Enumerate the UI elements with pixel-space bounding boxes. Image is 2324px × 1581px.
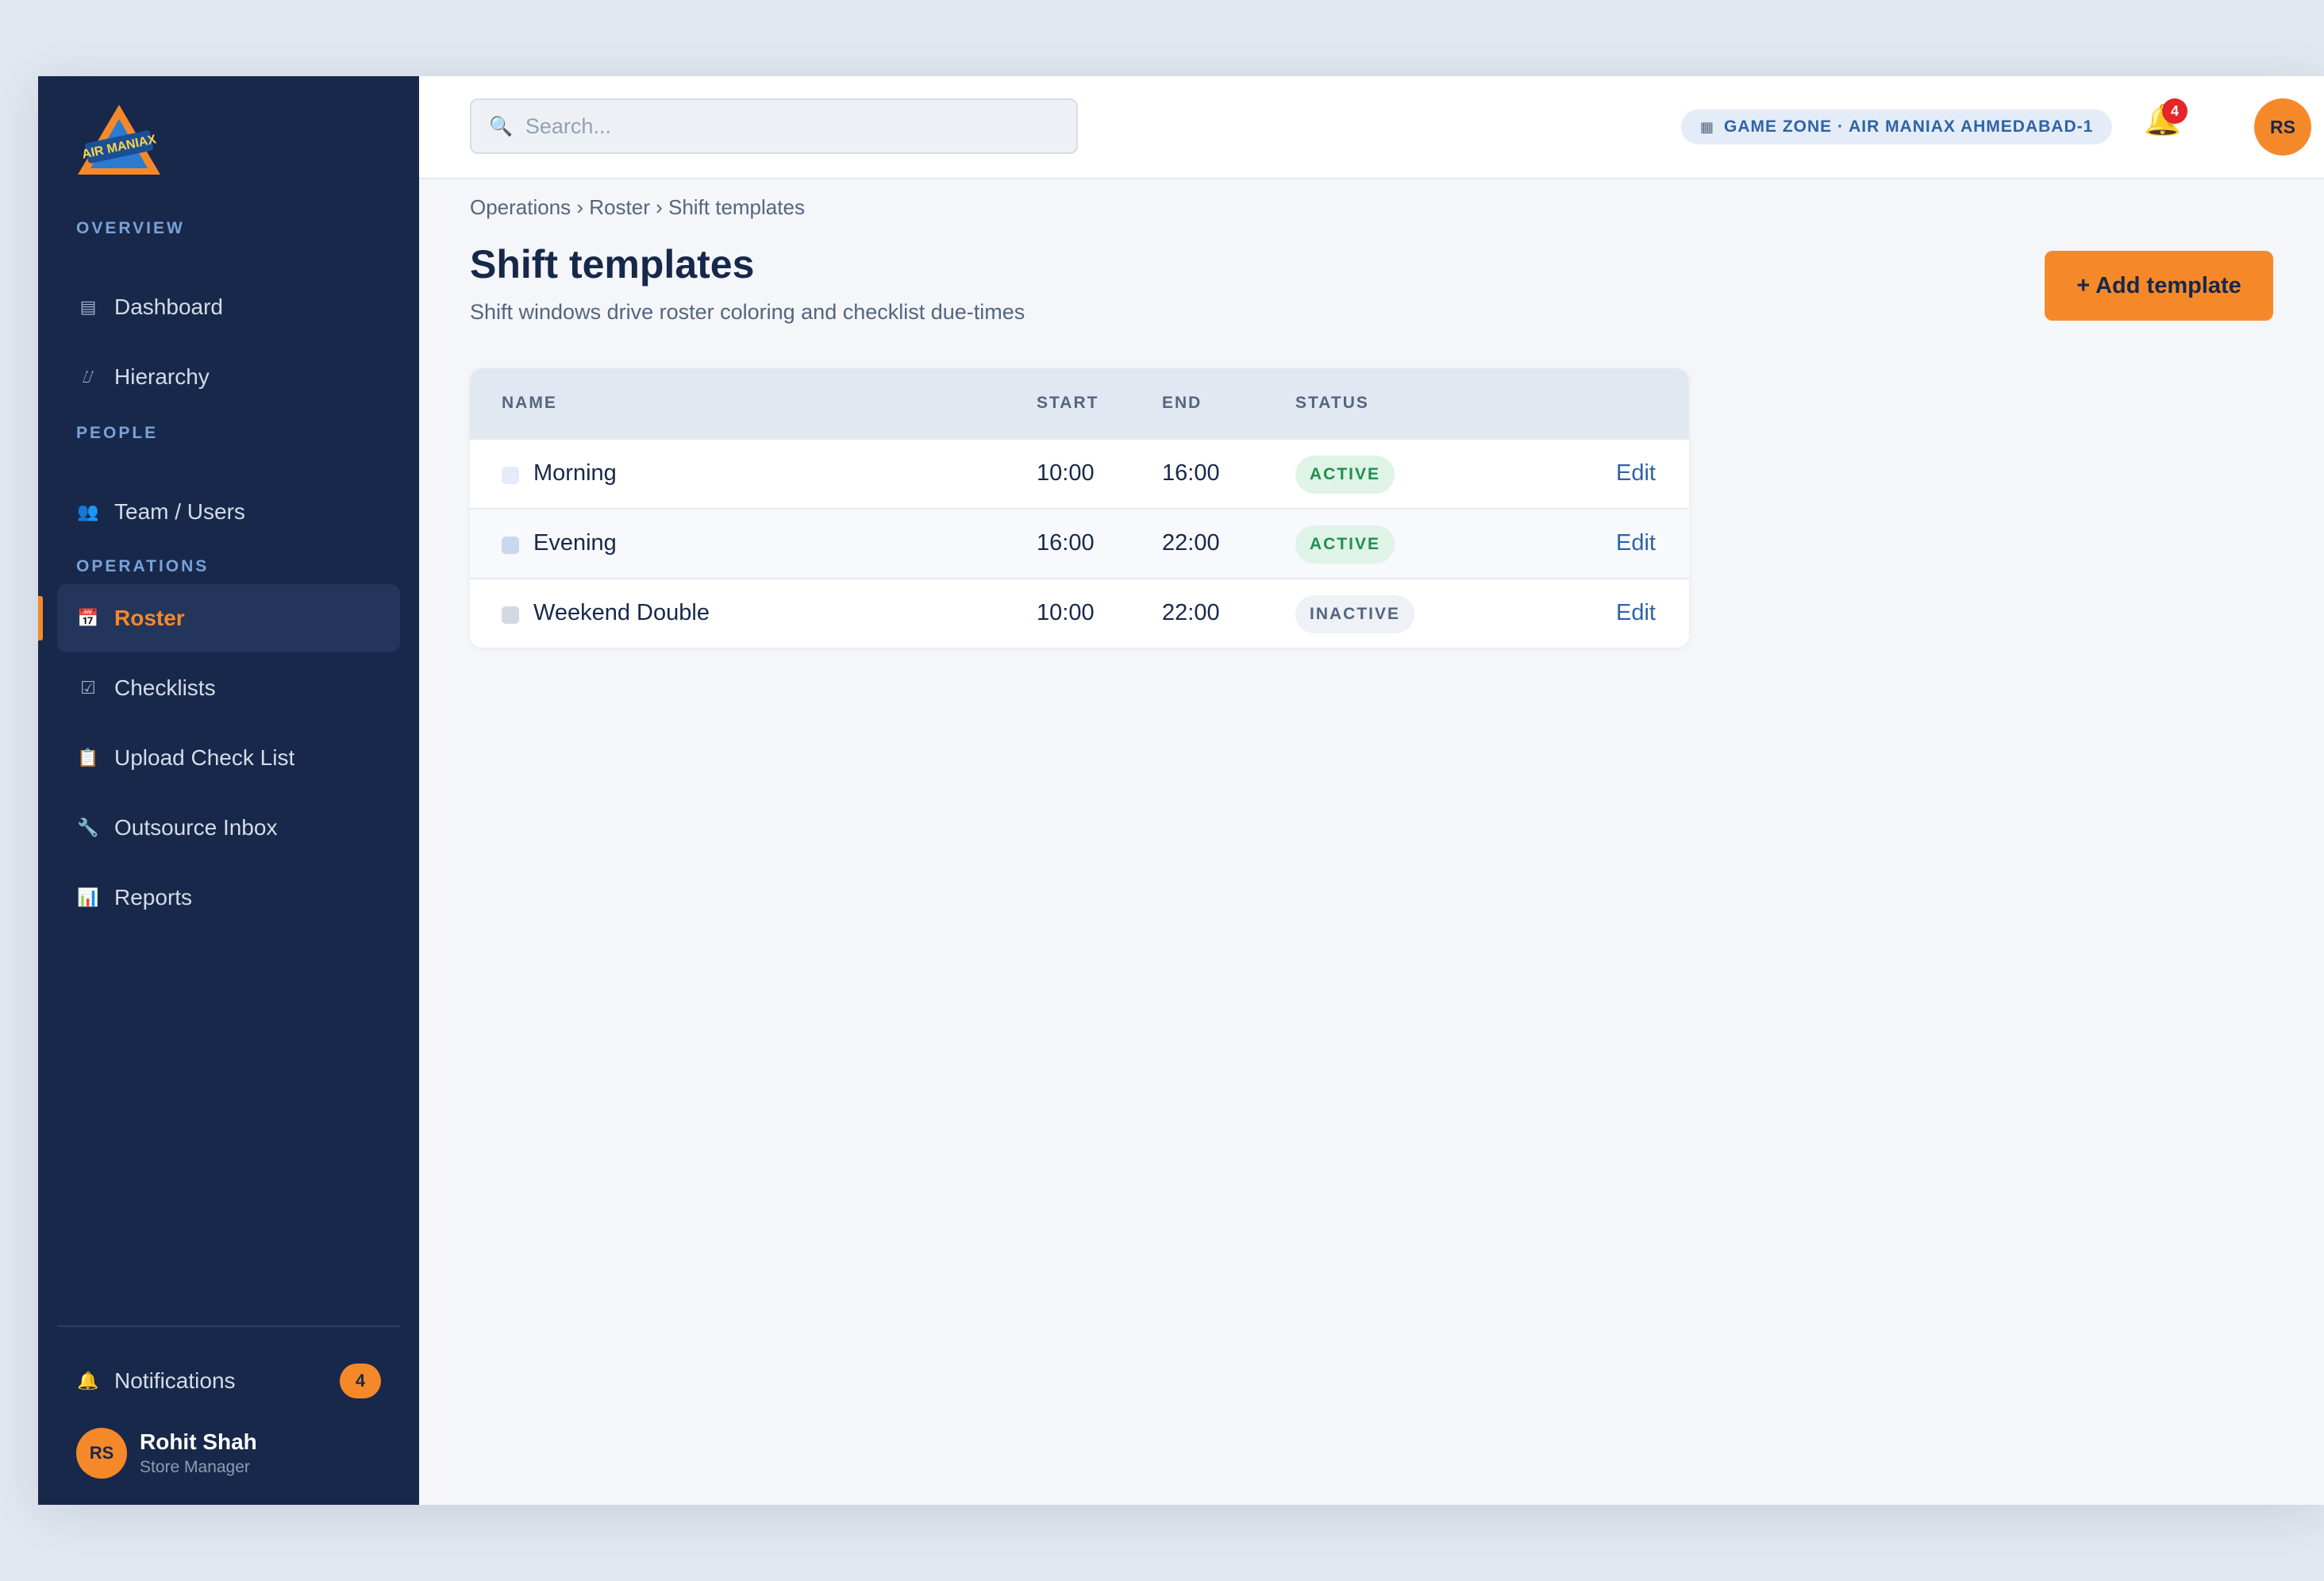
shift-color-swatch (502, 537, 519, 554)
shift-end: 22:00 (1162, 600, 1220, 625)
search-icon: 🔍 (489, 115, 513, 137)
column-header-start[interactable]: START (1037, 394, 1099, 412)
bar-chart-icon: 📊 (77, 887, 99, 907)
sidebar-item-team-users[interactable]: 👥 Team / Users (57, 478, 400, 546)
sidebar-item-hierarchy[interactable]: ⌰ Hierarchy (57, 343, 400, 411)
sidebar-item-label: Roster (114, 606, 185, 630)
sidebar-item-label: Hierarchy (114, 364, 210, 389)
shift-start: 10:00 (1037, 460, 1095, 486)
app-window: AIR MANIAX OVERVIEW ▤ Dashboard ⌰ Hierar… (38, 76, 2324, 1505)
checkbox-icon: ☑ (80, 678, 96, 698)
sidebar-item-dashboard[interactable]: ▤ Dashboard (57, 273, 400, 341)
sidebar-item-label: Reports (114, 885, 193, 910)
zone-label: GAME ZONE · AIR MANIAX AHMEDABAD-1 (1724, 117, 2094, 136)
sidebar-divider (57, 1325, 400, 1327)
user-role: Store Manager (140, 1458, 250, 1476)
sidebar: AIR MANIAX OVERVIEW ▤ Dashboard ⌰ Hierar… (38, 76, 419, 1505)
shift-name: Weekend Double (533, 600, 710, 625)
avatar[interactable]: RS (2254, 98, 2311, 156)
notification-badge: 4 (2162, 98, 2187, 124)
sidebar-item-label: Notifications (114, 1368, 236, 1393)
add-template-button[interactable]: + Add template (2045, 251, 2273, 321)
table-row[interactable]: Weekend Double 10:00 22:00 INACTIVE Edit (470, 578, 1689, 648)
breadcrumb: Operations › Roster › Shift templates (470, 195, 805, 219)
section-label-operations: OPERATIONS (76, 557, 210, 575)
shift-color-swatch (502, 606, 519, 624)
shift-start: 16:00 (1037, 530, 1095, 556)
zone-selector[interactable]: ▦ GAME ZONE · AIR MANIAX AHMEDABAD-1 (1681, 110, 2113, 144)
edit-link[interactable]: Edit (1616, 600, 1656, 625)
clipboard-icon: 📋 (77, 748, 99, 767)
topbar: 🔍 ▦ GAME ZONE · AIR MANIAX AHMEDABAD-1 🔔… (419, 76, 2324, 179)
search-box[interactable]: 🔍 (470, 98, 1078, 154)
page-subtitle: Shift windows drive roster coloring and … (470, 300, 1025, 324)
section-label-overview: OVERVIEW (76, 219, 185, 237)
sidebar-item-roster[interactable]: 📅 Roster (57, 584, 400, 652)
building-icon: ▦ (1700, 118, 1715, 135)
table-header: NAME START END STATUS (470, 368, 1689, 438)
shift-color-swatch (502, 467, 519, 484)
shift-name: Morning (533, 460, 617, 486)
status-badge: ACTIVE (1295, 525, 1395, 564)
notification-count-badge: 4 (340, 1364, 381, 1398)
column-header-name[interactable]: NAME (502, 394, 557, 412)
edit-link[interactable]: Edit (1616, 460, 1656, 486)
sidebar-item-label: Upload Check List (114, 745, 295, 770)
calendar-icon: 📅 (77, 608, 99, 628)
wrench-icon: 🔧 (77, 817, 99, 837)
status-badge: INACTIVE (1295, 595, 1415, 633)
table-row[interactable]: Morning 10:00 16:00 ACTIVE Edit (470, 438, 1689, 510)
hierarchy-icon: ⌰ (82, 367, 94, 387)
user-name: Rohit Shah (140, 1429, 257, 1454)
sidebar-item-upload-check-list[interactable]: 📋 Upload Check List (57, 724, 400, 792)
user-profile[interactable]: RS Rohit Shah Store Manager (76, 1425, 257, 1481)
shift-end: 22:00 (1162, 530, 1220, 556)
shift-name: Evening (533, 530, 617, 556)
sidebar-item-notifications[interactable]: 🔔 Notifications 4 (57, 1357, 400, 1405)
sidebar-item-outsource-inbox[interactable]: 🔧 Outsource Inbox (57, 794, 400, 862)
column-header-end[interactable]: END (1162, 394, 1202, 412)
shift-start: 10:00 (1037, 600, 1095, 625)
search-input[interactable] (523, 113, 1076, 140)
sidebar-item-label: Outsource Inbox (114, 815, 278, 840)
sidebar-item-label: Checklists (114, 675, 216, 700)
sidebar-item-reports[interactable]: 📊 Reports (57, 864, 400, 932)
section-label-people: PEOPLE (76, 424, 159, 442)
status-badge: ACTIVE (1295, 456, 1395, 494)
bell-icon: 🔔 (77, 1371, 99, 1391)
active-indicator (38, 596, 43, 640)
users-icon: 👥 (77, 502, 99, 521)
dashboard-icon: ▤ (79, 297, 97, 317)
table-row[interactable]: Evening 16:00 22:00 ACTIVE Edit (470, 508, 1689, 579)
edit-link[interactable]: Edit (1616, 530, 1656, 556)
avatar: RS (76, 1428, 127, 1479)
page-title: Shift templates (470, 242, 755, 287)
brand-logo[interactable]: AIR MANIAX (75, 102, 164, 178)
shift-templates-table: NAME START END STATUS Morning 10:00 16:0… (470, 368, 1689, 648)
sidebar-item-label: Team / Users (114, 499, 245, 524)
column-header-status[interactable]: STATUS (1295, 394, 1369, 412)
sidebar-item-checklists[interactable]: ☑ Checklists (57, 654, 400, 722)
sidebar-item-label: Dashboard (114, 294, 223, 319)
shift-end: 16:00 (1162, 460, 1220, 486)
